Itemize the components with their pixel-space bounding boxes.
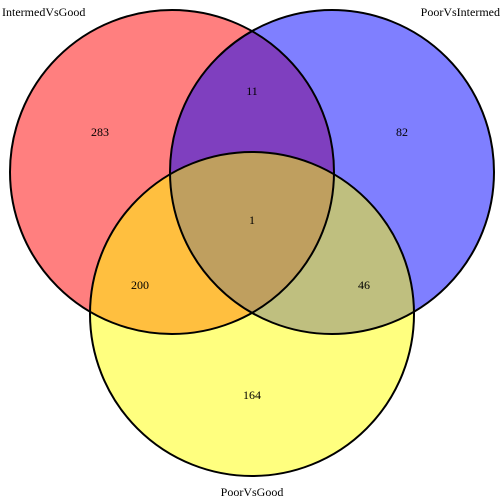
count-all-three: 1 xyxy=(249,213,255,227)
count-poorvsintermed-poorvsgood: 46 xyxy=(358,278,370,292)
set-outline-poorvsgood xyxy=(89,151,415,477)
count-intermedvsgood-poorvsintermed: 11 xyxy=(246,84,258,98)
set-label-intermedvsgood: IntermedVsGood xyxy=(2,5,85,19)
set-label-poorvsgood: PoorVsGood xyxy=(221,485,284,499)
set-label-poorvsintermed: PoorVsIntermed xyxy=(421,5,500,19)
count-poorvsgood-only: 164 xyxy=(243,388,261,402)
set-outline-poorvsintermed xyxy=(169,9,495,335)
set-outline-intermedvsgood xyxy=(9,9,335,335)
count-intermedvsgood-only: 283 xyxy=(91,125,109,139)
count-intermedvsgood-poorvsgood: 200 xyxy=(131,278,149,292)
count-poorvsintermed-only: 82 xyxy=(396,125,408,139)
